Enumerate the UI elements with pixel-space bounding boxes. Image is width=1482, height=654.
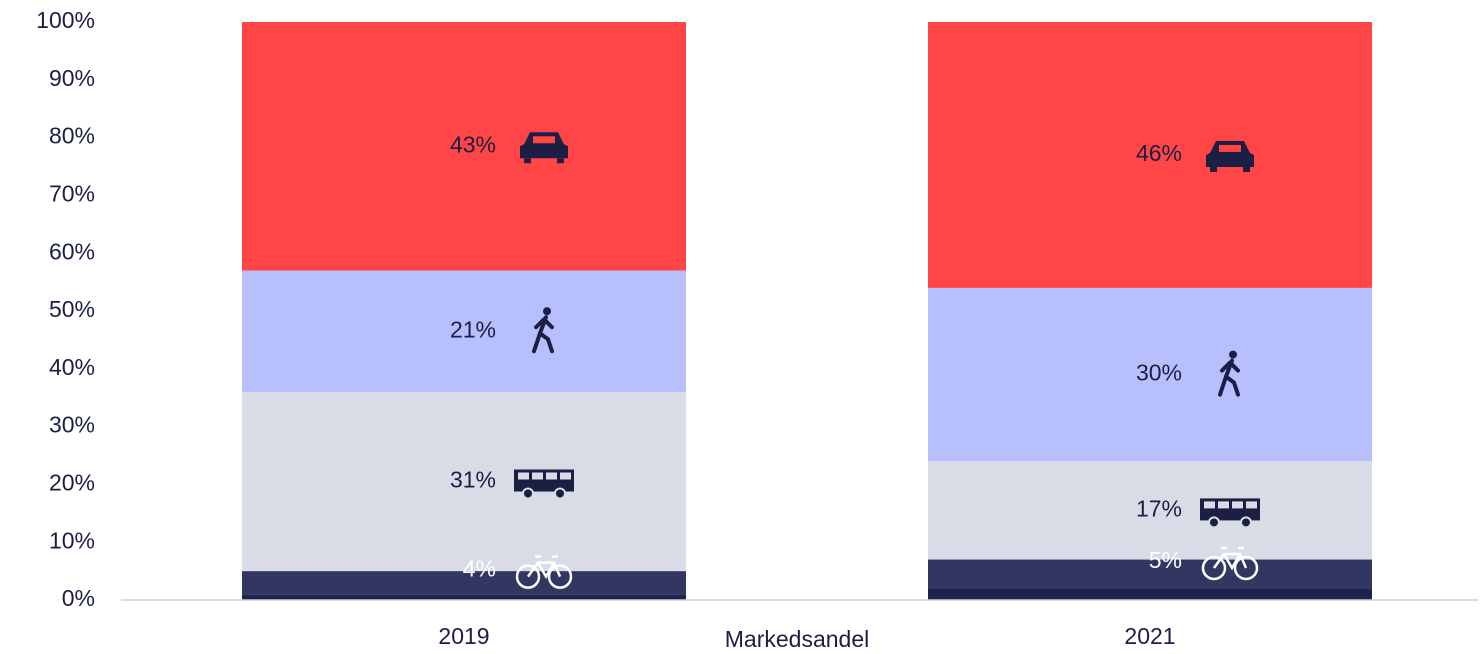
wheel: [547, 564, 573, 589]
value-label: 43%: [450, 131, 496, 157]
wheel: [557, 158, 564, 164]
icon: [514, 469, 574, 500]
value-label: 46%: [1136, 140, 1182, 166]
y-tick-label: 60%: [49, 238, 95, 264]
x-tick-label: 2021: [1124, 623, 1175, 649]
bus-window: [518, 472, 529, 480]
head: [543, 307, 551, 316]
bar-segment: [242, 22, 686, 271]
icon: [1201, 546, 1259, 581]
bar-segment: [928, 461, 1372, 560]
value-label: 4%: [463, 556, 496, 582]
bus-window: [532, 472, 543, 480]
x-axis-label: Markedsandel: [725, 626, 869, 652]
y-tick-label: 30%: [49, 412, 95, 438]
walker: [532, 315, 554, 354]
x-tick-label: 2019: [438, 623, 489, 649]
bus-window: [1232, 501, 1243, 509]
wheel: [1208, 516, 1220, 529]
bus-window: [1204, 501, 1215, 509]
wheel: [1201, 555, 1227, 581]
bar-segment: [928, 22, 1372, 288]
icon: [520, 132, 568, 164]
bar-segment: [928, 588, 1372, 600]
wheel: [1233, 555, 1259, 581]
value-label: 5%: [1149, 547, 1182, 573]
car-icon: [520, 132, 568, 159]
y-tick-label: 90%: [49, 65, 95, 91]
wheel: [522, 487, 534, 500]
value-label: 21%: [450, 316, 496, 342]
value-label: 30%: [1136, 360, 1182, 386]
frame: [526, 555, 562, 580]
bar-segment: [928, 287, 1372, 462]
wheel: [524, 158, 531, 164]
bar-segment: [242, 594, 686, 600]
icon: [532, 307, 554, 354]
y-tick-label: 0%: [62, 585, 95, 611]
y-tick-label: 50%: [49, 296, 95, 322]
bus-window: [1218, 501, 1229, 509]
icon: [1218, 350, 1240, 397]
frame: [1212, 546, 1248, 571]
wheel: [515, 564, 541, 589]
car-window: [1219, 144, 1241, 152]
wheel: [1243, 166, 1250, 172]
bar-segment: [242, 270, 686, 392]
car-window: [533, 136, 555, 144]
y-tick-label: 40%: [49, 354, 95, 380]
head: [1229, 350, 1237, 359]
icon: [1206, 140, 1254, 172]
y-tick-label: 20%: [49, 469, 95, 495]
y-tick-label: 10%: [49, 527, 95, 553]
value-label: 17%: [1136, 495, 1182, 521]
bar-segment: [242, 391, 686, 572]
wheel: [554, 487, 566, 500]
bar-segment: [928, 559, 1372, 589]
bus-window: [546, 472, 557, 480]
y-tick-label: 100%: [36, 7, 95, 33]
walker: [1218, 358, 1240, 397]
car-icon: [1206, 140, 1254, 167]
value-label: 31%: [450, 467, 496, 493]
bus-window: [1246, 501, 1257, 509]
icon: [515, 555, 573, 589]
wheel: [1210, 166, 1217, 172]
y-tick-label: 80%: [49, 123, 95, 149]
icon: [1200, 498, 1260, 529]
bar-segment: [242, 571, 686, 595]
y-tick-label: 70%: [49, 180, 95, 206]
bus-window: [560, 472, 571, 480]
wheel: [1240, 516, 1252, 529]
